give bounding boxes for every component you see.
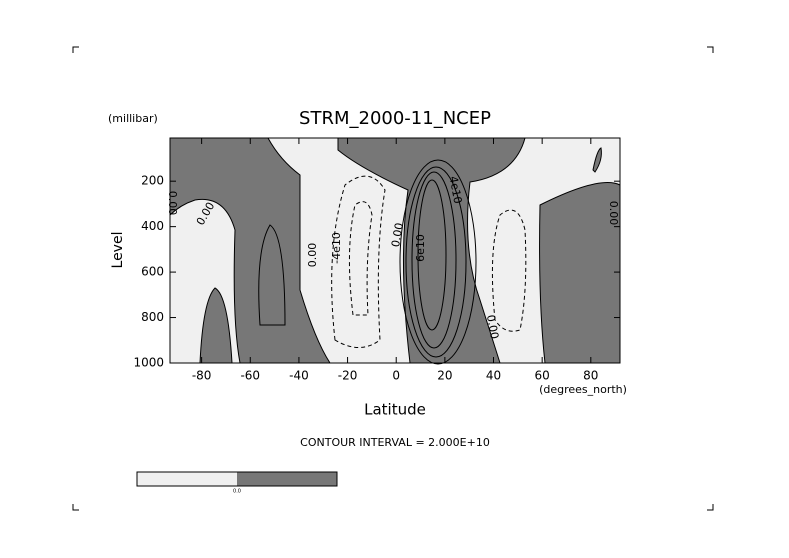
x-tick-label: 20	[437, 369, 452, 383]
contour-interval: CONTOUR INTERVAL = 2.000E+10	[300, 436, 490, 449]
contour-field	[169, 137, 621, 365]
y-tick-label: 600	[141, 265, 164, 279]
colorbar: 0.0	[136, 471, 338, 495]
y-tick-label: 800	[141, 310, 164, 324]
x-tick-label: -60	[240, 369, 260, 383]
y-tick-label: 200	[141, 174, 164, 188]
x-tick-label: -40	[289, 369, 309, 383]
colorbar-label: 0.0	[233, 489, 241, 495]
y-units: (millibar)	[108, 112, 158, 125]
x-label: Latitude	[364, 401, 426, 419]
x-units: (degrees_north)	[539, 383, 627, 396]
chart-title: STRM_2000-11_NCEP	[299, 108, 491, 129]
x-tick-label: 80	[583, 369, 598, 383]
contour-label: 0.00	[166, 191, 179, 216]
x-tick-label: 60	[535, 369, 550, 383]
corner-marks	[72, 46, 714, 511]
y-tick-label: 1000	[133, 356, 164, 370]
x-tick-label: -20	[338, 369, 358, 383]
x-tick-label: 0	[392, 369, 400, 383]
y-label: Level	[110, 232, 126, 269]
contour-label: 0.00	[607, 201, 620, 226]
contour-label: 0.00	[484, 314, 501, 340]
contour-label: -4e10	[330, 232, 343, 264]
contour-label: 4e10	[447, 175, 465, 205]
contour-label: 0.00	[389, 222, 406, 248]
x-tick-label: -80	[192, 369, 212, 383]
y-tick-label: 400	[141, 219, 164, 233]
x-tick-label: 40	[486, 369, 501, 383]
contour-labels: 0.00 0.00 0.00 -4e10 0.00 6e10 4e10 0.00…	[166, 175, 620, 340]
contour-label: 0.00	[306, 243, 319, 268]
contour-label: 6e10	[414, 234, 427, 262]
